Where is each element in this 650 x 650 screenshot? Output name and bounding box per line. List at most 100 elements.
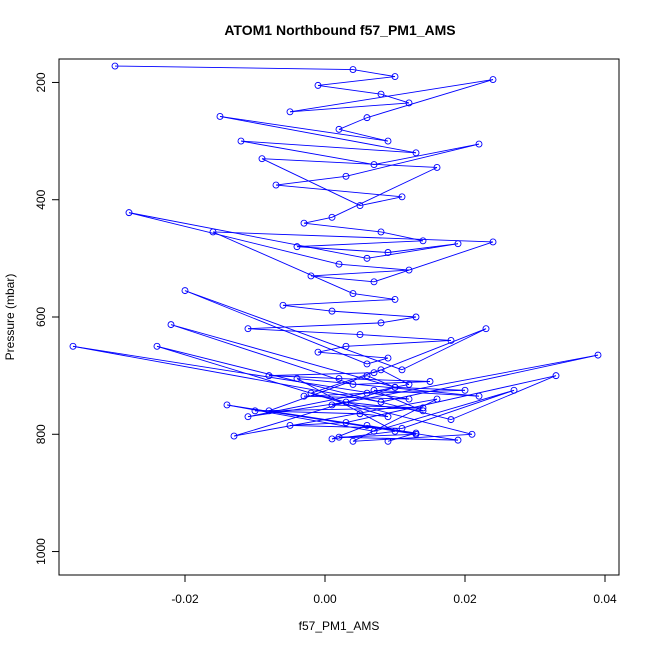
series-segment bbox=[338, 128, 389, 142]
series-segment bbox=[310, 269, 410, 277]
data-point bbox=[426, 378, 434, 385]
data-point bbox=[363, 372, 371, 380]
data-point bbox=[552, 372, 560, 380]
series-segment bbox=[247, 328, 361, 336]
series-segment bbox=[366, 243, 459, 259]
series-segment bbox=[352, 381, 431, 385]
x-axis-label: f57_PM1_AMS bbox=[299, 619, 380, 633]
data-point bbox=[412, 149, 420, 157]
series-segment bbox=[289, 102, 410, 113]
series-segment bbox=[345, 340, 452, 347]
y-tick-label: 800 bbox=[34, 424, 48, 444]
series-segment bbox=[380, 93, 410, 104]
data-point bbox=[223, 401, 231, 409]
series-segment bbox=[296, 378, 480, 397]
series-segment bbox=[289, 422, 347, 426]
data-point bbox=[111, 62, 119, 70]
series-segment bbox=[282, 304, 333, 312]
series-segment bbox=[296, 240, 424, 248]
series-segment bbox=[240, 140, 417, 154]
series-segment bbox=[310, 275, 375, 283]
y-axis: 200 400 600 800 1000 bbox=[34, 72, 60, 565]
series-segment bbox=[212, 231, 354, 294]
data-point bbox=[307, 389, 315, 397]
series-segment bbox=[247, 401, 347, 418]
series-segment bbox=[387, 432, 417, 442]
series-segment bbox=[352, 433, 473, 442]
series-segment bbox=[450, 375, 557, 421]
series-segment bbox=[226, 404, 417, 435]
data-point bbox=[398, 366, 406, 374]
data-point bbox=[349, 66, 357, 74]
data-point bbox=[244, 413, 252, 421]
data-point bbox=[370, 369, 378, 377]
data-point bbox=[377, 398, 385, 406]
data-point bbox=[293, 375, 301, 383]
x-tick-label: 0.04 bbox=[593, 592, 617, 606]
data-point bbox=[265, 372, 273, 380]
data-point bbox=[335, 125, 343, 133]
data-point bbox=[272, 181, 280, 189]
data-point bbox=[328, 435, 336, 443]
series-segment bbox=[226, 404, 375, 432]
data-point bbox=[377, 366, 385, 374]
series-segment bbox=[401, 389, 515, 429]
data-point bbox=[384, 354, 392, 362]
series-segment bbox=[128, 212, 340, 265]
series-segment bbox=[366, 79, 494, 119]
series-segment bbox=[359, 334, 452, 341]
data-point bbox=[125, 209, 133, 217]
data-point bbox=[342, 419, 350, 426]
data-point bbox=[328, 401, 336, 409]
data-point bbox=[356, 410, 364, 418]
data-point bbox=[391, 383, 399, 391]
series-segment bbox=[254, 407, 424, 412]
data-point bbox=[391, 427, 399, 435]
data-point bbox=[419, 404, 427, 412]
data-point bbox=[405, 99, 413, 107]
data-point bbox=[384, 437, 392, 445]
series-segment bbox=[317, 84, 382, 95]
series-segment bbox=[114, 65, 354, 71]
series-segment bbox=[275, 184, 403, 198]
series-segment bbox=[366, 375, 396, 388]
data-point bbox=[398, 424, 406, 432]
data-point bbox=[433, 164, 441, 171]
data-point bbox=[370, 278, 378, 286]
data-point bbox=[454, 436, 462, 444]
series-segment bbox=[219, 116, 417, 154]
data-point bbox=[475, 392, 483, 400]
series-segment bbox=[373, 241, 494, 283]
series-segment bbox=[128, 212, 368, 259]
series-segment bbox=[373, 143, 480, 165]
series-segment bbox=[352, 69, 396, 78]
series-segment bbox=[170, 324, 354, 385]
data-point bbox=[384, 137, 392, 145]
data-point bbox=[398, 193, 406, 201]
series-segment bbox=[394, 386, 466, 391]
series-segment bbox=[289, 79, 494, 113]
y-axis-label: Pressure (mbar) bbox=[3, 274, 17, 361]
data-point bbox=[475, 140, 483, 148]
data-point bbox=[216, 113, 224, 120]
data-point bbox=[489, 238, 497, 246]
series-segment bbox=[331, 310, 417, 318]
data-point bbox=[349, 290, 357, 297]
data-point bbox=[412, 429, 420, 437]
data-point bbox=[335, 260, 343, 268]
data-point bbox=[356, 331, 364, 339]
series-segment bbox=[352, 293, 396, 300]
series-segment bbox=[352, 398, 438, 442]
series-segment bbox=[331, 425, 368, 440]
data-point bbox=[251, 407, 259, 415]
data-point bbox=[328, 213, 336, 221]
series-segment bbox=[366, 389, 466, 394]
data-point bbox=[167, 321, 175, 329]
data-point bbox=[433, 395, 441, 403]
data-point bbox=[405, 266, 413, 274]
series-segment bbox=[282, 298, 396, 306]
data-point bbox=[454, 240, 462, 248]
data-point bbox=[363, 254, 371, 262]
data-point bbox=[307, 272, 315, 280]
series-segment bbox=[373, 389, 424, 412]
